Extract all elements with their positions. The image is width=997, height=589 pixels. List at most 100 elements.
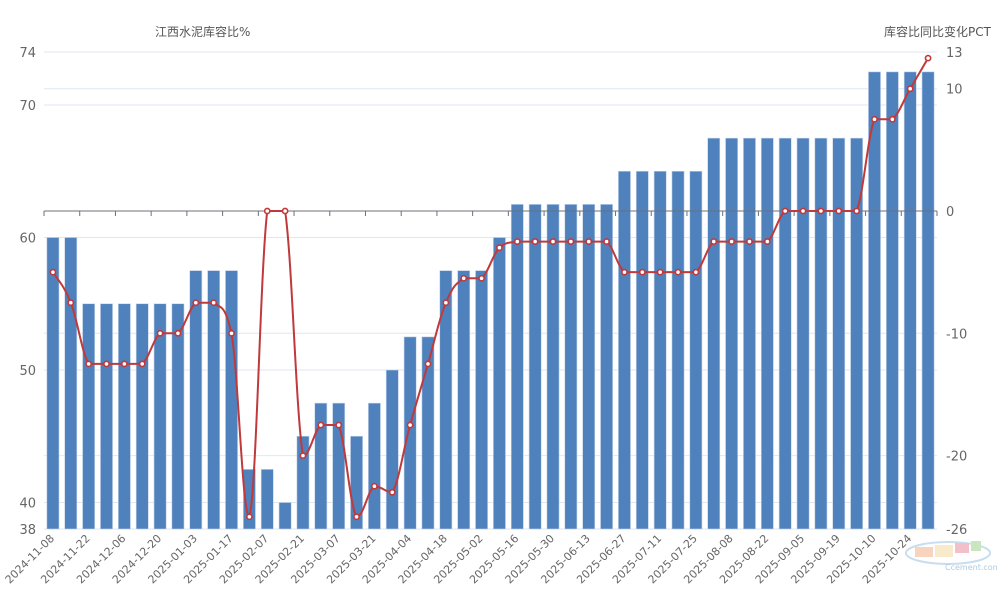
line-point [388,488,396,496]
bar [725,137,738,530]
bar [600,204,613,530]
bar [671,170,685,530]
line-point [799,207,807,215]
line-point [674,268,682,276]
right-tick-label: -20 [946,450,967,465]
line-point [335,421,343,429]
right-tick-label: 0 [946,205,954,220]
bar [153,303,167,530]
line-point [906,85,914,93]
bar [618,170,631,530]
line-point [478,274,485,282]
line-point [585,238,593,245]
bar [510,204,524,530]
line-point [603,238,610,245]
right-tick-label: -26 [946,523,967,538]
bar [850,137,864,530]
bar [135,303,149,530]
bar [225,270,238,530]
line-point [120,360,128,368]
line-point [317,421,325,429]
bar [778,137,792,530]
left-tick-label: 38 [19,523,36,538]
line-point [835,207,843,215]
bar [493,237,506,530]
line-point [156,329,164,337]
bar [707,137,721,530]
bar [457,270,471,530]
bar [689,170,703,530]
line-point [531,238,539,245]
line-point [871,115,878,123]
bar [546,204,560,530]
line-point [228,329,235,337]
right-tick-label: -10 [946,327,967,342]
line-point [513,238,521,245]
left-tick-label: 74 [19,46,36,61]
bar [743,137,756,530]
bar [653,170,667,530]
bar [385,369,399,530]
line-point [85,360,93,368]
line-point [781,207,789,215]
bar [82,303,96,530]
watermark-logo-icon [905,541,991,565]
bar [814,137,828,530]
bar [189,270,203,530]
line-point [192,299,200,307]
line-point [245,513,253,521]
line-point [817,207,825,215]
line-point [656,268,664,276]
line-point [442,299,450,307]
bar [439,270,453,530]
bar [421,336,435,530]
bar [46,237,60,530]
bar [314,402,328,530]
line-point [496,244,503,252]
left-tick-label: 70 [19,99,36,114]
bar [260,469,274,530]
line-point [746,238,753,245]
bar [475,270,488,530]
left-tick-label: 50 [19,364,36,379]
line-point [138,360,146,368]
line-point [424,360,432,368]
line-point [567,238,575,245]
watermark-text: Ccement.com [945,563,997,572]
bar [64,237,78,530]
line-point [406,421,414,429]
right-axis-title: 库容比同比变化PCT [884,25,991,39]
bar [868,71,881,530]
bar [832,137,846,530]
line-point [460,274,468,282]
right-tick-label: 10 [946,83,963,98]
line-point [353,513,360,521]
line-point [103,360,110,368]
bar [100,303,113,530]
bar [796,137,810,530]
line-point [728,238,736,245]
bar [885,71,899,530]
line-point [299,452,307,460]
bar [403,336,417,530]
line-point [710,238,718,245]
line-point [692,268,700,276]
bar [635,170,649,530]
line-point [638,268,646,276]
bar [564,204,578,530]
right-tick-label: 13 [946,46,963,61]
line-point [49,268,57,276]
line-point [888,115,896,123]
bar [368,402,381,530]
line-point [924,54,932,62]
left-tick-label: 60 [19,232,36,247]
bar [171,303,185,530]
bar [117,303,131,530]
bar [921,71,935,530]
left-tick-label: 40 [19,497,36,512]
bar [296,435,310,530]
bar [528,204,542,530]
bar [582,204,596,530]
line-point [210,299,218,307]
